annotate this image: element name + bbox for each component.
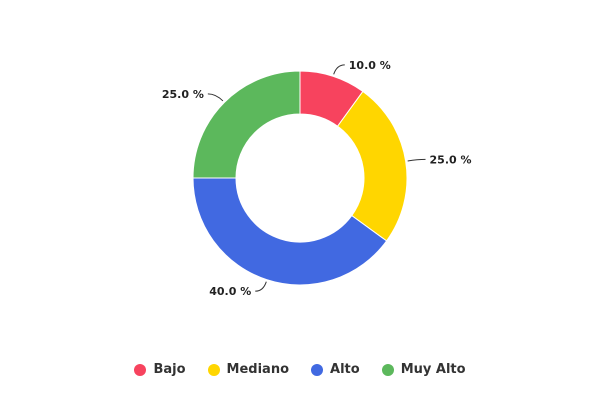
legend-item-bajo[interactable]: Bajo (134, 362, 186, 377)
legend-label-alto: Alto (330, 362, 360, 377)
legend-label-muy-alto: Muy Alto (400, 362, 466, 377)
donut-slice-mediano[interactable] (336, 90, 408, 242)
data-label-mediano: 25.0 % (430, 153, 472, 166)
legend-item-alto[interactable]: Alto (311, 362, 360, 377)
data-label-connector-mediano (407, 158, 426, 162)
legend-item-muy-alto[interactable]: Muy Alto (381, 362, 466, 377)
legend-swatch-mediano (207, 363, 220, 376)
data-label-connector-muy-alto (207, 93, 224, 102)
data-label-connector-alto (255, 281, 267, 292)
legend-item-mediano[interactable]: Mediano (207, 362, 290, 377)
data-label-connector-bajo (333, 64, 345, 75)
legend-swatch-alto (311, 363, 324, 376)
legend-swatch-bajo (134, 363, 147, 376)
legend-label-bajo: Bajo (153, 362, 186, 377)
chart-legend: Bajo Mediano Alto Muy Alto (0, 362, 600, 377)
data-label-bajo: 10.0 % (349, 59, 391, 72)
legend-label-mediano: Mediano (226, 362, 290, 377)
donut-slice-alto[interactable] (192, 177, 388, 286)
legend-swatch-muy-alto (381, 363, 394, 376)
data-label-alto: 40.0 % (209, 285, 251, 298)
data-label-muy-alto: 25.0 % (162, 88, 204, 101)
donut-slice-muy-alto[interactable] (192, 70, 301, 179)
